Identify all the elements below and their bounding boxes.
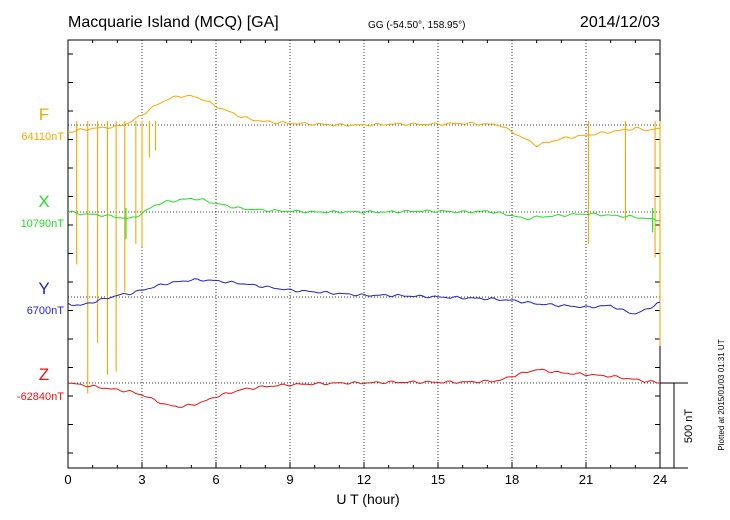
series-baseline-f: 64110nT <box>21 131 64 143</box>
x-tick-label: 24 <box>653 472 667 487</box>
series-name-x: X <box>38 192 49 211</box>
scale-bar-label: 500 nT <box>683 409 695 444</box>
series-layer <box>67 94 661 408</box>
x-tick-label: 21 <box>579 472 593 487</box>
series-line-y <box>67 278 661 315</box>
series-baseline-y: 6700nT <box>27 305 65 317</box>
x-tick-label: 15 <box>431 472 445 487</box>
series-line-f <box>67 94 661 148</box>
x-axis-label: U T (hour) <box>336 491 399 507</box>
series-line-z <box>67 368 660 408</box>
x-tick-label: 9 <box>286 472 293 487</box>
x-tick-label: 18 <box>505 472 519 487</box>
x-tick-label: 3 <box>138 472 145 487</box>
grid <box>68 40 660 468</box>
ticks: 0 3 6 9 12 15 18 21 24 <box>64 40 667 487</box>
station-title: Macquarie Island (MCQ) [GA] <box>68 14 279 31</box>
x-tick-label: 0 <box>64 472 71 487</box>
x-tick-label: 12 <box>357 472 371 487</box>
x-tick-label: 6 <box>212 472 219 487</box>
station-coords: GG (-54.50°, 158.95°) <box>368 20 466 31</box>
series-baseline-z: -62840nT <box>17 391 64 403</box>
plotted-at-note: Plotted at 2015/01/03 01:31 UT <box>717 339 726 450</box>
series-name-y: Y <box>38 279 49 298</box>
scale-bar: 500 nT <box>660 382 695 469</box>
series-name-z: Z <box>39 365 49 384</box>
series-name-f: F <box>39 105 49 124</box>
series-line-x <box>67 197 661 222</box>
plot-date: 2014/12/03 <box>580 14 660 31</box>
series-baseline-x: 10790nT <box>21 218 65 230</box>
series-labels: F 64110nT X 10790nT Y 6700nT Z -62840nT <box>17 105 64 403</box>
